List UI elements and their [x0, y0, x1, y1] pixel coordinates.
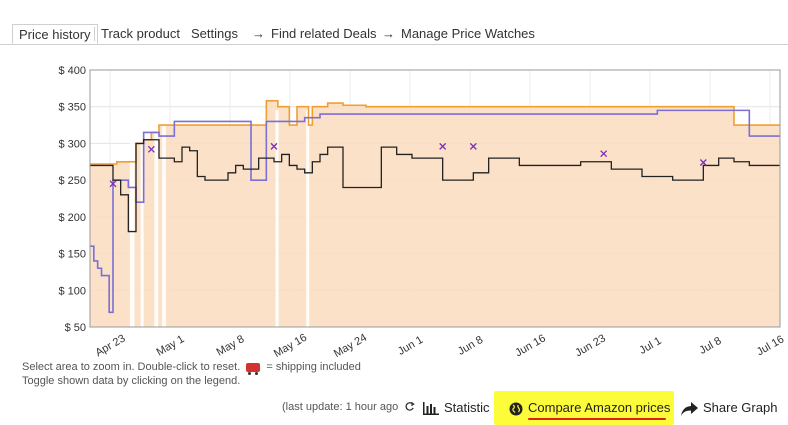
new-price-line	[90, 109, 780, 314]
x-tick-label: Jul 16	[755, 333, 786, 358]
share-graph-button[interactable]: Share Graph	[681, 398, 777, 418]
y-axis: $ 400 $ 350 $ 300 $ 250 $ 200 $ 150 $ 100 $ 50	[58, 65, 86, 334]
last-update-label: (last update: 1 hour ago	[282, 401, 399, 413]
arrow-right-icon: →	[382, 26, 395, 41]
legend-hint-text: Toggle shown data by clicking on the leg…	[22, 375, 241, 387]
tab-find-related-deals[interactable]: → Find related Deals	[252, 24, 377, 44]
lightning-deal-marker	[439, 142, 447, 150]
tab-price-history[interactable]: Price history	[12, 24, 98, 44]
lightning-deal-marker	[147, 145, 155, 153]
x-tick-label: May 24	[332, 332, 369, 360]
chart-markers	[109, 142, 707, 188]
lightning-deal-marker	[699, 159, 707, 166]
y-tick-label: $ 100	[58, 285, 86, 297]
zoom-hint: Select area to zoom in. Double-click to …	[22, 361, 361, 375]
bar-chart-icon	[423, 402, 439, 416]
last-update-text: (last update: 1 hour ago	[282, 401, 416, 413]
x-tick-label: Jul 8	[697, 335, 723, 357]
zoom-hint-text: Select area to zoom in. Double-click to …	[22, 361, 241, 373]
lightning-deal-marker	[270, 142, 278, 150]
out-of-stock-gap	[154, 110, 159, 327]
x-tick-label: May 16	[272, 332, 309, 360]
x-tick-label: Apr 23	[93, 333, 127, 360]
y-tick-label: $ 400	[58, 65, 86, 77]
amazon-price-fill	[90, 100, 780, 327]
legend-hint: Toggle shown data by clicking on the leg…	[22, 375, 240, 387]
truck-icon	[246, 362, 261, 375]
shipping-hint-text: = shipping included	[266, 361, 361, 373]
tab-find-related-deals-label: Find related Deals	[271, 26, 377, 41]
y-tick-label: $ 350	[58, 102, 86, 114]
x-tick-label: Jun 1	[396, 334, 425, 358]
x-axis: Apr 23 May 1 May 8 May 16 May 24 Jun 1 Jun 8 Ju…	[93, 332, 786, 360]
share-arrow-icon	[681, 401, 698, 416]
tab-manage-price-watches[interactable]: → Manage Price Watches	[382, 24, 535, 44]
statistic-button[interactable]: Statistic	[423, 398, 490, 418]
red-underline	[528, 418, 666, 420]
x-tick-label: Jun 16	[513, 332, 548, 359]
tab-price-history-label: Price history	[19, 27, 91, 42]
x-tick-label: May 8	[215, 333, 247, 358]
lightning-deal-marker	[600, 150, 608, 158]
y-tick-label: $ 300	[58, 138, 86, 150]
out-of-stock-gap	[129, 110, 135, 327]
tab-track-product[interactable]: Track product	[101, 24, 180, 44]
arrow-right-icon: →	[252, 26, 265, 41]
out-of-stock-gap	[140, 110, 144, 327]
plot-border	[89, 69, 781, 328]
y-tick-label: $ 200	[58, 212, 86, 224]
price-history-chart[interactable]: $ 400$ 350$ 300$ 250$ 200$ 150$ 100$ 50 …	[0, 60, 788, 360]
bottom-bar: (last update: 1 hour ago Statistic Compa…	[0, 398, 788, 418]
y-tick-label: $ 50	[65, 322, 86, 334]
x-tick-label: Jul 1	[637, 335, 663, 357]
y-tick-label: $ 250	[58, 175, 86, 187]
x-tick-label: May 1	[155, 333, 187, 358]
out-of-stock-gap	[275, 110, 279, 327]
statistic-label: Statistic	[444, 400, 490, 415]
x-tick-label: Jun 23	[573, 332, 608, 359]
tab-manage-price-watches-label: Manage Price Watches	[401, 26, 535, 41]
share-graph-label: Share Graph	[703, 400, 778, 415]
tab-settings-label: Settings	[191, 26, 238, 41]
tab-divider	[94, 27, 95, 41]
out-of-stock-gap	[306, 110, 310, 327]
y-tick-label: $ 150	[58, 249, 86, 261]
lightning-deal-marker	[469, 142, 477, 150]
x-tick-label: Jun 8	[456, 334, 485, 358]
globe-icon	[509, 402, 523, 416]
out-of-stock-gap	[162, 110, 166, 327]
lightning-deal-marker	[109, 180, 117, 188]
refresh-icon[interactable]	[404, 401, 416, 412]
used-price-line	[90, 139, 780, 233]
compare-amazon-prices-button[interactable]: Compare Amazon prices	[509, 398, 670, 418]
tab-bar: Price history Track product Settings → Fi…	[0, 24, 788, 45]
chart-fill	[90, 100, 780, 327]
chart-lines	[90, 100, 780, 314]
tab-settings[interactable]: Settings	[191, 24, 238, 44]
tab-track-product-label: Track product	[101, 26, 180, 41]
compare-amazon-prices-label: Compare Amazon prices	[528, 400, 671, 415]
